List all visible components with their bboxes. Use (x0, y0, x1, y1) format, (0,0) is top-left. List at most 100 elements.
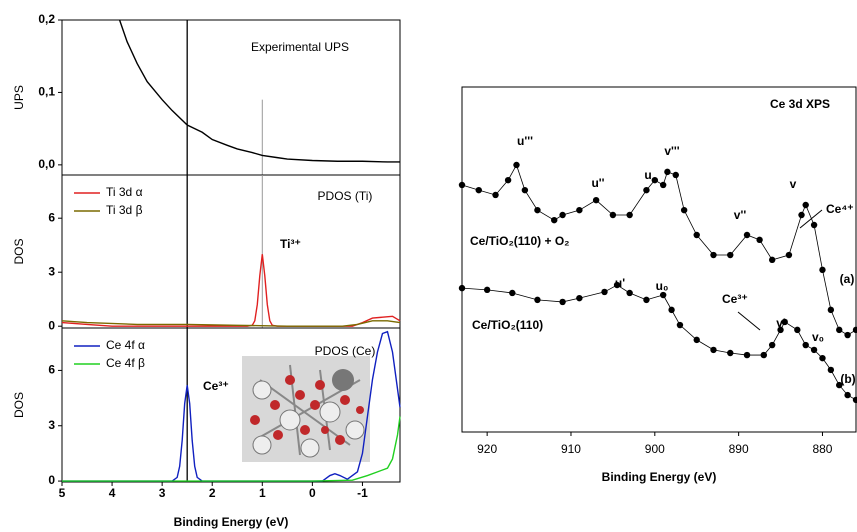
y-axis-label: DOS (12, 238, 26, 264)
data-point (505, 177, 511, 183)
annotation: v₀ (812, 330, 824, 344)
data-point (819, 355, 825, 361)
x-tick-label: 1 (259, 486, 266, 500)
data-point (844, 392, 850, 398)
data-point (626, 290, 632, 296)
data-point (660, 182, 666, 188)
data-point (727, 252, 733, 258)
annotation: v' (776, 316, 786, 330)
data-point (534, 297, 540, 303)
annotation: PDOS (Ti) (318, 189, 373, 203)
data-point (803, 202, 809, 208)
x-tick-label: 910 (561, 442, 581, 456)
legend-label: Ce 4f α (106, 338, 145, 352)
data-point (836, 327, 842, 333)
data-point (551, 217, 557, 223)
annotation: (a) (840, 272, 855, 286)
data-point (593, 197, 599, 203)
data-point (601, 289, 607, 295)
x-tick-label: 4 (109, 486, 116, 500)
data-line (62, 321, 400, 326)
legend-label: Ti 3d β (106, 203, 143, 217)
y-tick-label: 0 (48, 318, 55, 332)
x-tick-label: 890 (729, 442, 749, 456)
data-point (811, 347, 817, 353)
annotation: Ce³⁺ (203, 379, 229, 393)
annotation: v'' (734, 208, 747, 222)
data-point (513, 162, 519, 168)
data-point (798, 212, 804, 218)
data-point (677, 322, 683, 328)
x-tick-label: 900 (645, 442, 665, 456)
y-tick-label: 3 (48, 264, 55, 278)
data-point (853, 397, 857, 403)
annotation: Ce³⁺ (722, 292, 748, 306)
annotation: Ti³⁺ (280, 237, 301, 251)
data-point (652, 177, 658, 183)
data-point (576, 207, 582, 213)
leader-lines (738, 210, 822, 330)
data-point (756, 237, 762, 243)
structure-inset (242, 356, 370, 462)
data-point (559, 212, 565, 218)
y-axis-label: UPS (12, 85, 26, 110)
data-point (694, 232, 700, 238)
data-point (727, 350, 733, 356)
figure: 0,00,10,2UPSExperimental UPS036DOSPDOS (… (0, 0, 857, 532)
x-axis-label: Binding Energy (eV) (602, 470, 717, 484)
y-tick-label: 6 (48, 363, 55, 377)
data-point (576, 295, 582, 301)
annotation: u (644, 168, 651, 182)
data-point (819, 267, 825, 273)
data-point (492, 192, 498, 198)
legend-label: Ti 3d α (106, 185, 143, 199)
data-line (62, 254, 400, 326)
y-tick-label: 6 (48, 210, 55, 224)
data-point (710, 347, 716, 353)
annotation: u''' (517, 134, 533, 148)
annotation: u' (615, 276, 625, 290)
data-point (626, 212, 632, 218)
x-tick-label: 880 (812, 442, 832, 456)
legend-label: Ce 4f β (106, 356, 145, 370)
data-point (744, 352, 750, 358)
annotation: Ce/TiO₂(110) (472, 318, 543, 332)
data-point (559, 299, 565, 305)
data-point (610, 212, 616, 218)
data-point (769, 342, 775, 348)
data-point (744, 232, 750, 238)
data-point (761, 352, 767, 358)
data-point (643, 187, 649, 193)
annotation: (b) (840, 372, 855, 386)
data-point (664, 169, 670, 175)
data-point (811, 222, 817, 228)
y-tick-label: 3 (48, 418, 55, 432)
data-point (534, 207, 540, 213)
x-tick-label: 0 (309, 486, 316, 500)
data-point (681, 207, 687, 213)
y-axis-label: DOS (12, 392, 26, 418)
x-axis-label: Binding Energy (eV) (174, 515, 289, 529)
data-point (668, 307, 674, 313)
data-line (462, 165, 856, 335)
annotation: u₀ (656, 279, 669, 293)
annotation: v (790, 177, 797, 191)
annotation: PDOS (Ce) (315, 344, 376, 358)
data-point (844, 332, 850, 338)
data-point (484, 287, 490, 293)
x-tick-label: 920 (477, 442, 497, 456)
data-point (803, 342, 809, 348)
data-point (643, 297, 649, 303)
data-point (828, 307, 834, 313)
data-line (462, 285, 856, 400)
data-point (509, 290, 515, 296)
annotation: Experimental UPS (251, 40, 349, 54)
data-point (522, 187, 528, 193)
x-tick-label: -1 (357, 486, 368, 500)
annotation: u'' (591, 176, 604, 190)
data-point (786, 252, 792, 258)
data-point (710, 252, 716, 258)
annotation: Ce⁴⁺ (826, 202, 854, 216)
data-point (769, 257, 775, 263)
annotation: v''' (664, 144, 679, 158)
